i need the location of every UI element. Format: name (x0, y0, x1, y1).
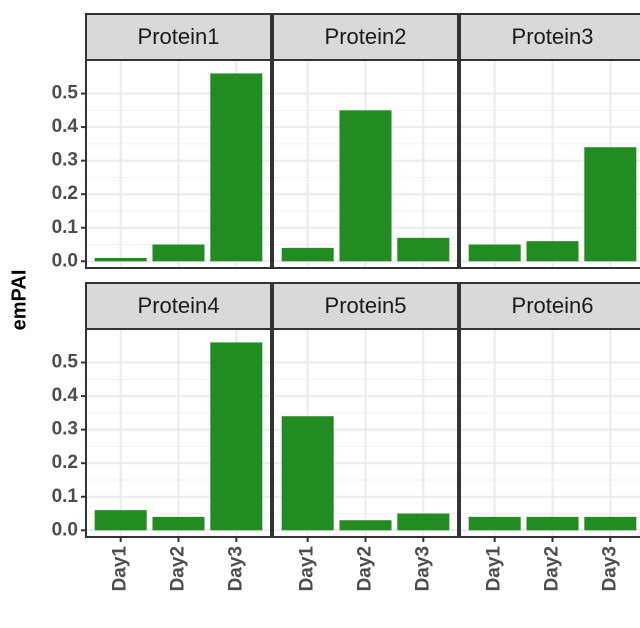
y-tick-label: 0.4 (52, 385, 79, 406)
bar-protein3-day2 (526, 241, 579, 262)
bar-protein3-day3 (584, 147, 637, 262)
facet-strip (272, 282, 459, 330)
bar-protein5-day2 (339, 520, 392, 531)
x-tick-label: Day1 (297, 546, 318, 592)
bar-protein5-day1 (281, 416, 334, 531)
bar-protein5-day3 (397, 513, 450, 531)
panel-protein6: Protein6 Day1 Day2 Day3 (459, 282, 640, 592)
facet-strip-label: Protein1 (138, 24, 220, 49)
facet-strip (272, 13, 459, 61)
panel-border (459, 59, 640, 269)
y-tick-label: 0.4 (52, 116, 79, 137)
y-tick-label: 0.3 (52, 419, 78, 440)
panel-border (85, 59, 272, 269)
y-tick-label: 0.1 (52, 486, 79, 507)
panel-protein3: Protein3 (459, 13, 640, 269)
y-tick-label: 0.1 (52, 217, 79, 238)
panel-protein1: Protein1 0.0 0.1 0.2 0.3 0.4 0.5 (52, 13, 272, 271)
y-tick-label: 0.3 (52, 150, 78, 171)
facet-strip-label: Protein4 (138, 293, 220, 318)
x-tick-label: Day3 (599, 546, 620, 591)
facet-strip-label: Protein5 (325, 293, 407, 318)
y-tick-label: 0.2 (52, 452, 78, 473)
bar-protein1-day2 (152, 244, 205, 262)
x-tick-label: Day3 (412, 546, 433, 591)
bar-protein4-day3 (210, 342, 263, 531)
panel-protein4: Protein4 0.0 0.1 0.2 0.3 0.4 0.5 Day1 Day2 Day3 (52, 282, 272, 592)
y-tick-label: 0.0 (52, 250, 78, 271)
facet-panels: Protein1 0.0 0.1 0.2 0.3 0.4 0.5 Protein2 Protei… (52, 13, 640, 592)
facet-strip-label: Protein6 (512, 293, 594, 318)
x-tick-label: Day3 (225, 546, 246, 591)
panel-protein2: Protein2 (272, 13, 459, 269)
bar-protein4-day2 (152, 516, 205, 531)
bar-protein2-day2 (339, 110, 392, 262)
facet-strip (85, 13, 272, 61)
facet-strip-label: Protein2 (325, 24, 407, 49)
panel-background (460, 329, 640, 537)
y-tick-label: 0.2 (52, 183, 78, 204)
panel-border (272, 59, 459, 269)
x-tick-label: Day1 (110, 546, 131, 592)
y-tick-label: 0.5 (52, 83, 79, 104)
panel-protein5: Protein5 Day1 Day2 Day3 (272, 282, 459, 592)
x-tick-label: Day2 (355, 546, 376, 591)
facet-strip (85, 282, 272, 330)
x-tick-label: Day2 (168, 546, 189, 591)
bar-protein1-day3 (210, 73, 263, 262)
bar-protein1-day1 (94, 257, 147, 262)
bar-protein4-day1 (94, 510, 147, 531)
bar-protein2-day1 (281, 247, 334, 262)
bar-protein6-day2 (526, 516, 579, 531)
bar-protein6-day1 (468, 516, 521, 531)
facet-strip-label: Protein3 (512, 24, 594, 49)
bar-protein6-day3 (584, 516, 637, 531)
y-tick-label: 0.5 (52, 352, 79, 373)
bar-protein2-day3 (397, 237, 450, 262)
y-axis-title: emPAI (8, 270, 30, 331)
x-tick-label: Day2 (542, 546, 563, 591)
bar-protein3-day1 (468, 244, 521, 262)
x-tick-label: Day1 (484, 546, 505, 592)
y-tick-label: 0.0 (52, 519, 78, 540)
